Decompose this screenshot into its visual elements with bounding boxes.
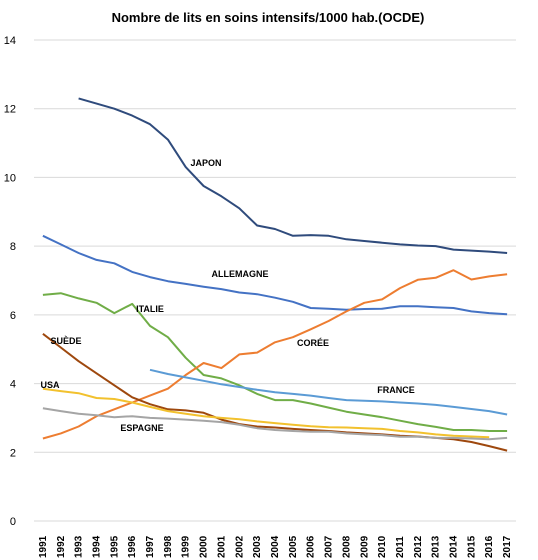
- series-label: USA: [40, 380, 60, 390]
- y-tick-label: 4: [10, 379, 16, 391]
- x-tick-label: 2006: [306, 535, 317, 558]
- series-line-3: [42, 269, 508, 440]
- x-tick-label: 2014: [449, 535, 460, 558]
- x-tick-label: 1998: [163, 535, 174, 558]
- series-line-7: [42, 407, 508, 441]
- y-tick-label: 2: [10, 447, 16, 459]
- series-label: JAPON: [190, 158, 221, 168]
- series-line-2: [42, 292, 508, 432]
- x-tick-label: 1992: [56, 535, 67, 558]
- series-line-6: [42, 387, 490, 439]
- x-tick-label: 1997: [145, 535, 156, 558]
- x-tick-label: 2008: [341, 535, 352, 558]
- series-label: FRANCE: [377, 385, 415, 395]
- x-tick-label: 1996: [127, 535, 138, 558]
- x-tick-label: 2015: [466, 535, 477, 558]
- x-tick-label: 1994: [91, 535, 102, 558]
- x-tick-label: 1999: [181, 535, 192, 558]
- x-tick-label: 2007: [324, 535, 335, 558]
- x-tick-label: 1995: [109, 535, 120, 558]
- series-label: CORÉE: [297, 338, 329, 348]
- x-tick-label: 2010: [377, 535, 388, 558]
- x-tick-label: 2002: [234, 535, 245, 558]
- x-tick-label: 2009: [359, 535, 370, 558]
- x-tick-label: 2011: [395, 536, 406, 558]
- x-tick-label: 2013: [431, 535, 442, 558]
- x-tick-label: 2001: [216, 535, 227, 558]
- chart-title: Nombre de lits en soins intensifs/1000 h…: [112, 10, 425, 25]
- series-line-5: [149, 368, 508, 416]
- x-tick-label: 1993: [74, 535, 85, 558]
- x-tick-label: 1991: [38, 535, 49, 558]
- x-tick-label: 2000: [199, 535, 210, 558]
- series-label: SUÈDE: [50, 336, 81, 346]
- y-tick-label: 14: [4, 35, 16, 47]
- x-tick-label: 2004: [270, 535, 281, 558]
- y-tick-label: 10: [4, 172, 16, 184]
- series-label: ITALIE: [136, 304, 164, 314]
- series-label: ALLEMAGNE: [212, 269, 269, 279]
- series-line-1: [42, 234, 508, 316]
- series-labels: JAPON ALLEMAGNE ITALIE CORÉE SUÈDE USA FRANCE E…: [40, 158, 414, 433]
- series-line-0: [78, 97, 508, 254]
- y-tick-label: 12: [4, 104, 16, 116]
- series-label: ESPAGNE: [120, 423, 163, 433]
- x-tick-label: 2017: [502, 535, 513, 558]
- y-tick-label: 8: [10, 241, 16, 253]
- series-lines: [42, 97, 508, 452]
- y-axis-ticks: 0 2 4 6 8 10 12 14: [4, 35, 16, 528]
- x-axis-ticks: 1991 1992 1993 1994 1995 1996 1997 1998 1999 2000…: [38, 535, 513, 558]
- x-tick-label: 2005: [288, 535, 299, 558]
- y-tick-label: 0: [10, 516, 16, 528]
- x-tick-label: 2016: [484, 535, 495, 558]
- y-tick-label: 6: [10, 310, 16, 322]
- x-tick-label: 2003: [252, 535, 263, 558]
- x-tick-label: 2012: [413, 535, 424, 558]
